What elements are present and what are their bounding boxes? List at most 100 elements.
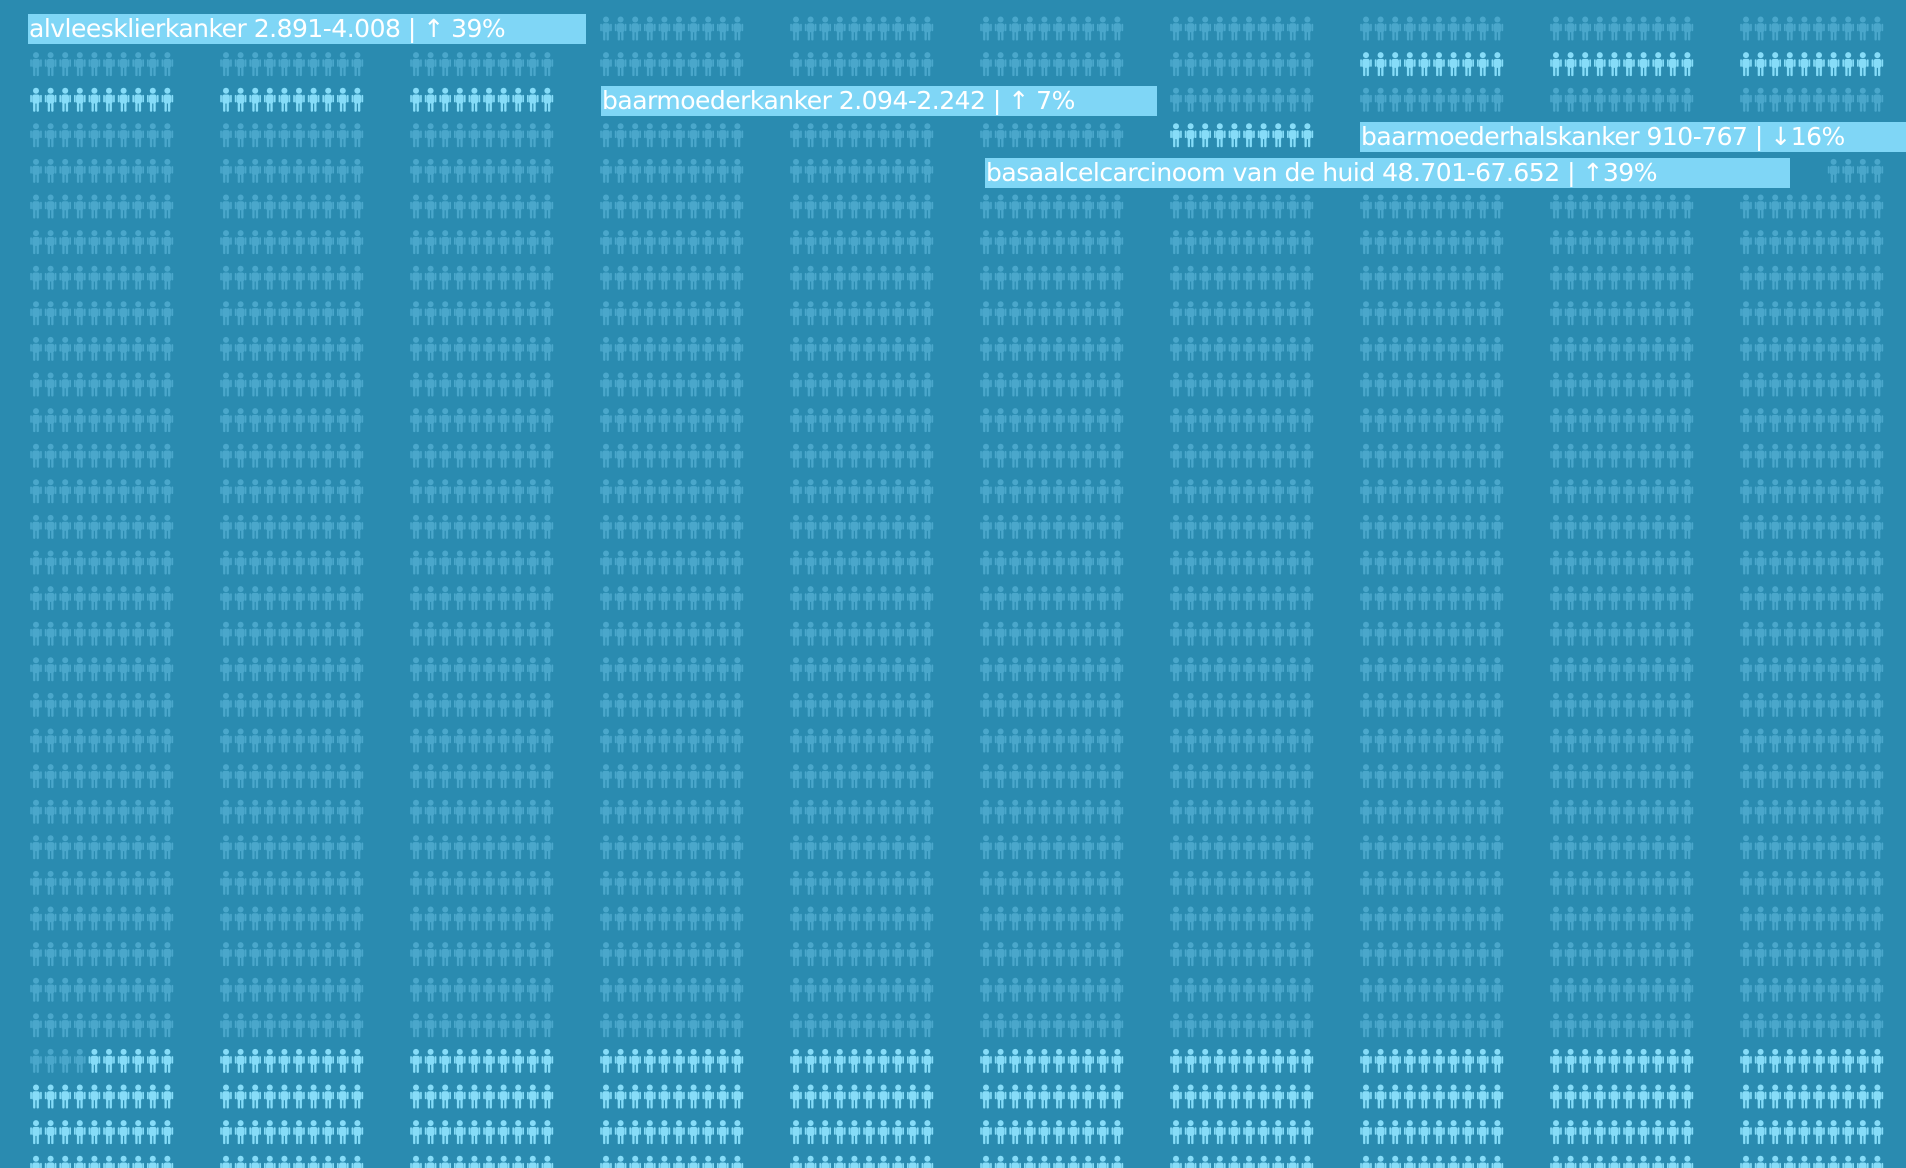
person-figure-icon [615,764,627,788]
person-figure-icon [410,479,422,503]
person-figure-icon [1419,693,1431,717]
person-figure-icon [659,301,671,325]
person-figure-icon [1813,408,1825,432]
person-figure-icon [1769,586,1781,610]
person-figure-icon [249,444,261,468]
person-figure-icon [1565,800,1577,824]
person-figure-icon [1492,266,1504,290]
person-figure-icon [30,764,42,788]
person-figure-icon [1404,657,1416,681]
person-figure-icon [527,622,539,646]
person-figure-icon [1842,159,1854,183]
person-figure-icon [337,230,349,254]
person-figure-icon [878,408,890,432]
person-figure-icon [352,800,364,824]
person-figure-icon [1784,88,1796,112]
person-figure-icon [1170,515,1182,539]
person-figure-icon [1477,800,1489,824]
person-figure-icon [790,195,802,219]
person-figure-icon [1287,88,1299,112]
person-figure-icon [410,195,422,219]
person-figure-icon [542,764,554,788]
person-figure-icon [1623,764,1635,788]
person-figure-icon [1682,88,1694,112]
person-figure-icon [132,159,144,183]
person-figure-icon [1784,907,1796,931]
person-figure-icon [483,123,495,147]
person-figure-icon [1258,373,1270,397]
person-figure-icon [1462,729,1474,753]
person-figure-icon [483,800,495,824]
person-figure-icon [235,123,247,147]
person-figure-icon [1112,17,1124,41]
person-figure-icon [1302,586,1314,610]
person-figure-icon [819,729,831,753]
person-figure-icon [1813,907,1825,931]
person-figure-icon [1638,871,1650,895]
person-figure-icon [1755,230,1767,254]
person-figure-icon [732,835,744,859]
person-figure-icon [1799,729,1811,753]
person-figure-icon [1389,266,1401,290]
person-figure-icon [659,337,671,361]
person-figure-icon [132,123,144,147]
person-figure-icon [118,764,130,788]
person-figure-icon [483,657,495,681]
person-figure-icon [1185,479,1197,503]
person-figure-icon [425,479,437,503]
person-figure-icon [439,408,451,432]
person-figure-icon [337,835,349,859]
person-figure-icon [1609,764,1621,788]
person-figure-icon [1097,337,1109,361]
person-figure-icon [1404,729,1416,753]
person-figure-icon [1229,907,1241,931]
person-figure-icon [732,764,744,788]
person-figure-icon [527,907,539,931]
person-figure-icon [103,373,115,397]
person-figure-icon [849,159,861,183]
person-figure-icon [600,159,612,183]
person-figure-icon [322,835,334,859]
person-figure-icon [688,871,700,895]
person-figure-icon [629,301,641,325]
person-figure-icon [89,942,101,966]
person-figure-icon [615,551,627,575]
person-figure-icon [1550,337,1562,361]
person-figure-icon [600,622,612,646]
person-figure-icon [1565,871,1577,895]
person-figure-icon [600,835,612,859]
person-figure-icon [1360,622,1372,646]
person-figure-icon [1857,373,1869,397]
person-figure-icon [103,800,115,824]
person-figure-icon [1740,88,1752,112]
person-figure-icon [659,835,671,859]
person-figure-icon [600,515,612,539]
person-figure-icon [279,800,291,824]
person-figure-icon [1609,800,1621,824]
person-figure-icon [1039,764,1051,788]
person-figure-icon [1842,373,1854,397]
person-figure-icon [89,230,101,254]
person-figure-icon [235,230,247,254]
person-figure-icon [1229,444,1241,468]
person-figure-icon [600,764,612,788]
person-figure-icon [1185,800,1197,824]
person-figure-icon [279,729,291,753]
person-figure-icon [279,835,291,859]
person-figure-icon [1565,586,1577,610]
person-figure-icon [878,729,890,753]
person-figure-icon [352,586,364,610]
person-figure-icon [1302,693,1314,717]
person-figure-icon [1068,52,1080,76]
person-figure-icon [1214,871,1226,895]
person-figure-icon [59,52,71,76]
person-figure-icon [1799,622,1811,646]
person-figure-icon [1755,622,1767,646]
person-figure-icon [1623,551,1635,575]
person-figure-icon [1784,266,1796,290]
person-figure-icon [542,515,554,539]
person-figure-icon [1419,444,1431,468]
person-figure-icon [147,195,159,219]
person-figure-icon [1068,871,1080,895]
person-figure-icon [615,408,627,432]
